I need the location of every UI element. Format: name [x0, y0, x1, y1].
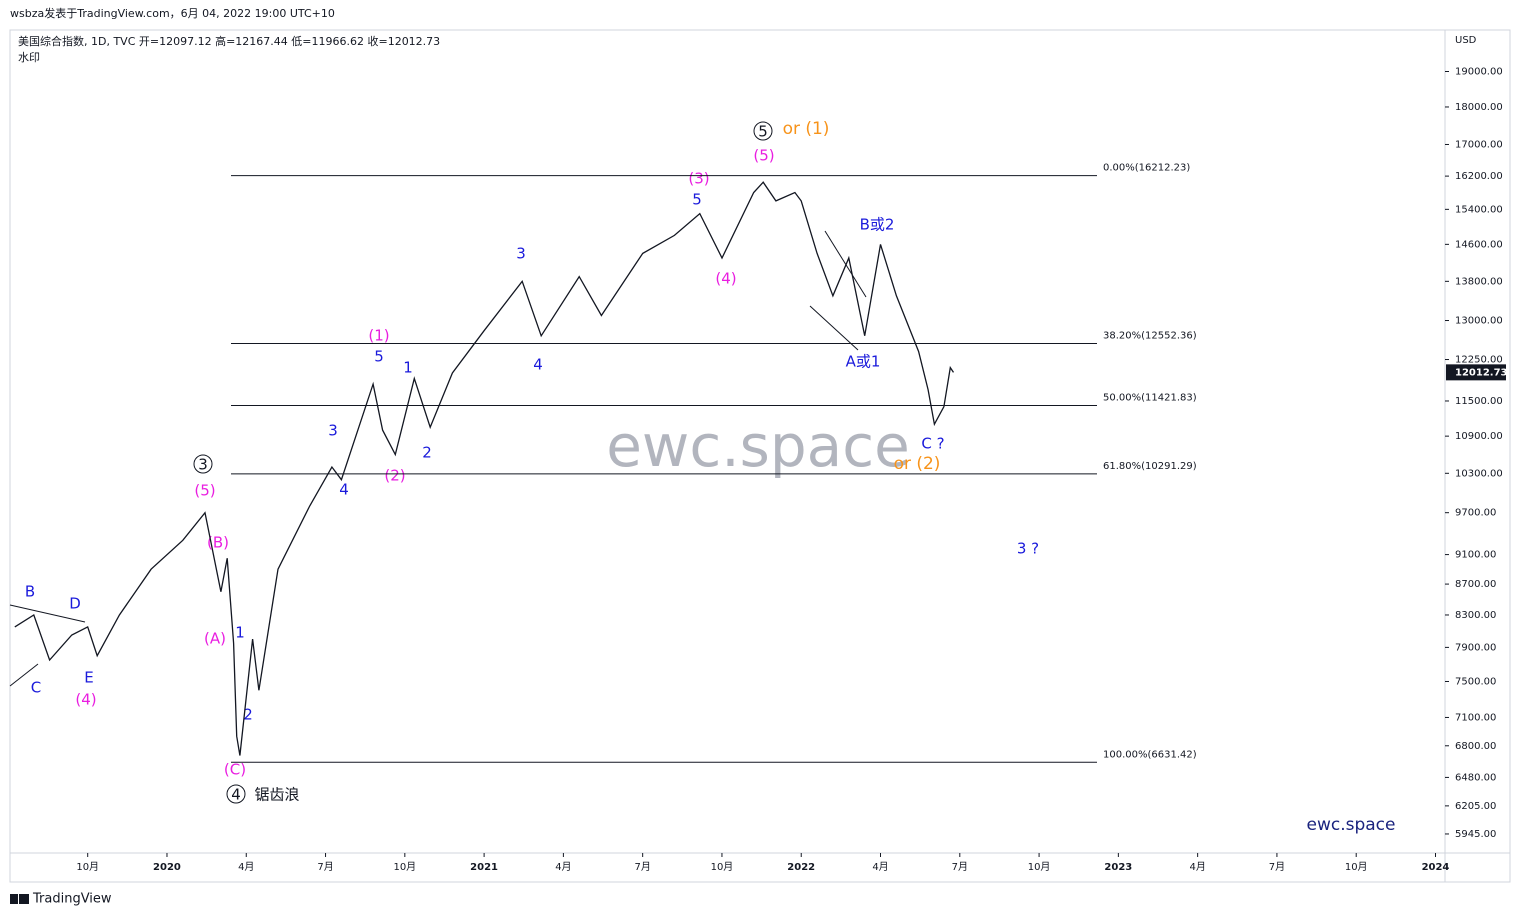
subtitle: 水印	[18, 51, 40, 64]
y-tick-label: 10300.00	[1455, 468, 1503, 479]
x-tick-label: 7月	[1269, 861, 1285, 873]
x-tick-label: 10月	[393, 861, 416, 873]
currency: USD	[1455, 35, 1477, 46]
wave-label: 5	[692, 191, 702, 209]
x-tick-label: 7月	[952, 861, 968, 873]
wave-label: C ?	[921, 435, 944, 453]
wave-label: 3	[516, 245, 526, 263]
x-tick-label: 10月	[1028, 861, 1051, 873]
wave-label: B	[25, 583, 35, 601]
wave-circle	[753, 121, 773, 141]
y-tick-label: 10900.00	[1455, 431, 1503, 442]
wave-label: 4	[231, 786, 241, 804]
wave-label: 3 ?	[1017, 540, 1039, 558]
y-tick-label: 19000.00	[1455, 66, 1503, 77]
y-tick-label: 9100.00	[1455, 550, 1496, 561]
published: wsbza发表于TradingView.com，6月 04, 2022 19:0…	[10, 6, 335, 20]
y-tick-label: 9700.00	[1455, 508, 1496, 519]
wave-label: 3	[328, 422, 338, 440]
last-price-label: 12012.73	[1455, 367, 1508, 378]
footer: TradingView	[32, 892, 112, 907]
y-tick-label: 6205.00	[1455, 801, 1496, 812]
wave-label: 3	[198, 456, 208, 474]
y-tick-label: 6800.00	[1455, 741, 1496, 752]
y-tick-label: 13800.00	[1455, 276, 1503, 287]
wave-label: 2	[243, 706, 253, 724]
wave-label: 2	[422, 444, 432, 462]
wave-label: C	[31, 679, 41, 697]
x-tick-label: 10月	[711, 861, 734, 873]
fib-label: 100.00%(6631.42)	[1103, 749, 1197, 760]
wave-label: (4)	[715, 270, 736, 288]
y-tick-label: 17000.00	[1455, 139, 1503, 150]
y-tick-label: 13000.00	[1455, 316, 1503, 327]
y-tick-label: 12250.00	[1455, 355, 1503, 366]
wave-label: 1	[235, 624, 245, 642]
wave-label: B或2	[860, 216, 895, 234]
x-tick-label: 10月	[1345, 861, 1368, 873]
y-tick-label: 8700.00	[1455, 579, 1496, 590]
frame	[9, 29, 1511, 883]
x-tick-label: 4月	[238, 861, 254, 873]
wave-label: or (1)	[783, 119, 830, 139]
wave-label: 5	[374, 348, 384, 366]
wave-label: or (2)	[894, 454, 941, 474]
y-tick-label: 8300.00	[1455, 610, 1496, 621]
x-tick-label: 7月	[634, 861, 650, 873]
wave-label: (A)	[204, 630, 226, 648]
wave-label: 4	[533, 356, 543, 374]
y-tick-label: 7500.00	[1455, 676, 1496, 687]
brand-label: ewc.space	[1307, 815, 1396, 835]
wave-label: 4	[339, 481, 349, 499]
fib-label: 0.00%(16212.23)	[1103, 163, 1190, 174]
wave-label: (4)	[75, 691, 96, 709]
fib-label: 38.20%(12552.36)	[1103, 331, 1197, 342]
wave-label: 5	[758, 123, 768, 141]
y-tick-label: 6480.00	[1455, 772, 1496, 783]
wave-label: D	[69, 595, 81, 613]
y-tick-label: 14600.00	[1455, 239, 1503, 250]
x-tick-label: 2021	[470, 862, 498, 873]
wave-label: A或1	[846, 353, 881, 371]
chart-title: 美国综合指数, 1D, TVC 开=12097.12 高=12167.44 低=…	[18, 34, 440, 48]
y-tick-label: 5945.00	[1455, 829, 1496, 840]
wave-label: 锯齿浪	[254, 786, 299, 804]
price-line	[14, 181, 955, 756]
fib-label: 50.00%(11421.83)	[1103, 392, 1197, 403]
tv-logo	[10, 894, 29, 904]
wave-label: 1	[403, 359, 413, 377]
wave-label: (3)	[688, 170, 709, 188]
x-tick-label: 4月	[872, 861, 888, 873]
wave-label: E	[84, 669, 93, 687]
last-price-tag	[1446, 364, 1506, 381]
y-tick-label: 7900.00	[1455, 642, 1496, 653]
x-tick-label: 2024	[1422, 862, 1450, 873]
y-tick-label: 16200.00	[1455, 171, 1503, 182]
y-tick-label: 7100.00	[1455, 712, 1496, 723]
x-tick-label: 2023	[1104, 862, 1132, 873]
x-tick-label: 7月	[317, 861, 333, 873]
x-tick-label: 2022	[787, 862, 815, 873]
y-tick-label: 18000.00	[1455, 102, 1503, 113]
x-tick-label: 10月	[76, 861, 99, 873]
wave-label: (2)	[384, 467, 405, 485]
wave-label: (5)	[753, 147, 774, 165]
wave-label: (C)	[224, 761, 246, 779]
wave-label: (5)	[194, 482, 215, 500]
trend-lines	[9, 230, 867, 687]
y-tick-label: 11500.00	[1455, 396, 1503, 407]
wave-label: (1)	[368, 327, 389, 345]
watermark: ewc.space	[606, 412, 910, 480]
wave-circle	[193, 454, 213, 474]
fib-label: 61.80%(10291.29)	[1103, 461, 1197, 472]
x-tick-label: 4月	[1189, 861, 1205, 873]
y-tick-label: 15400.00	[1455, 204, 1503, 215]
wave-circle	[226, 784, 246, 804]
x-tick-label: 4月	[555, 861, 571, 873]
x-tick-label: 2020	[153, 862, 181, 873]
